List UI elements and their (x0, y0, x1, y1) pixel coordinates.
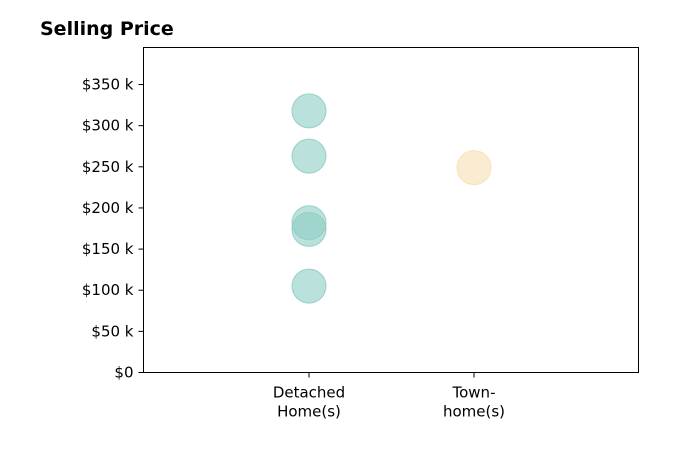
data-point (291, 93, 327, 129)
data-point (291, 211, 327, 247)
data-points (291, 93, 492, 304)
y-tick-label: $300 k (82, 117, 134, 135)
x-tick-label-line: home(s) (443, 403, 505, 421)
data-point (291, 268, 327, 304)
y-tick-label: $350 k (82, 76, 134, 94)
y-tick-label: $0 (114, 364, 133, 382)
x-axis: Detached Home(s) Town-home(s) (273, 372, 505, 421)
x-tick-label-line: Detached (273, 384, 345, 402)
data-point (291, 138, 327, 174)
data-point (456, 150, 492, 186)
chart-title: Selling Price (40, 18, 174, 40)
x-tick-label-line: Town- (452, 384, 496, 402)
y-axis: $0 $50 k $100 k $150 k $200 k $250 k $300 k $35… (82, 76, 144, 382)
plot-frame (143, 47, 639, 373)
x-tick-label: Town-home(s) (443, 384, 505, 421)
y-tick-label: $100 k (82, 281, 134, 299)
x-tick-label-line: Home(s) (277, 403, 341, 421)
y-tick-label: $50 k (91, 322, 133, 340)
y-tick-label: $150 k (82, 240, 134, 258)
y-tick-label: $200 k (82, 199, 134, 217)
y-tick-label: $250 k (82, 158, 134, 176)
x-tick-label: Detached Home(s) (273, 384, 345, 421)
